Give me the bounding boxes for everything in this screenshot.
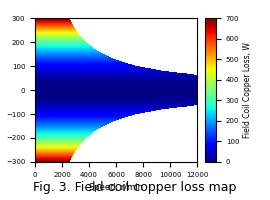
Text: Fig. 3. Field coil copper loss map: Fig. 3. Field coil copper loss map	[33, 181, 237, 194]
Y-axis label: Field Coil Copper Loss, W: Field Coil Copper Loss, W	[243, 42, 252, 138]
Y-axis label: Torque, Nm: Torque, Nm	[0, 66, 1, 114]
X-axis label: Speed, r/min: Speed, r/min	[89, 183, 143, 192]
